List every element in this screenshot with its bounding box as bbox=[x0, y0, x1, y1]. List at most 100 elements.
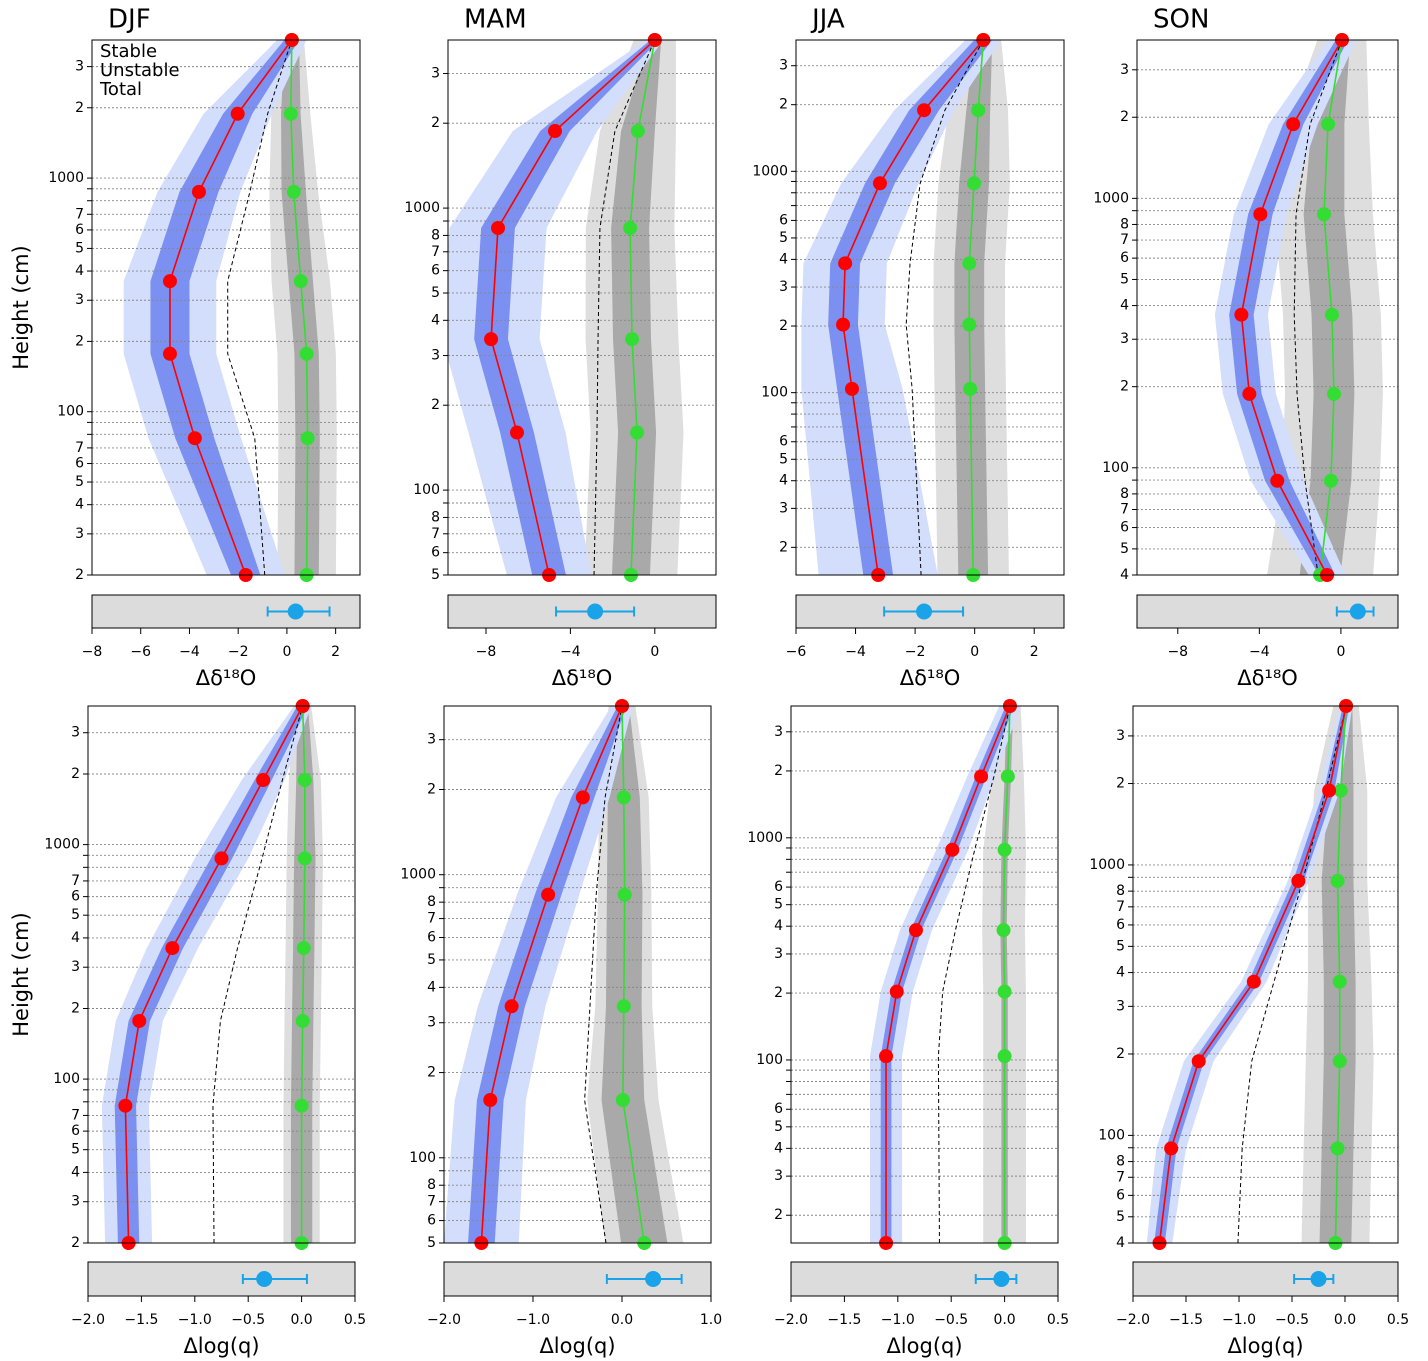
point bbox=[165, 941, 180, 956]
point bbox=[1291, 873, 1306, 888]
y-tick-label: 5 bbox=[431, 567, 440, 583]
outer-band bbox=[1214, 40, 1357, 575]
point bbox=[297, 851, 312, 866]
x-tick-label: 0 bbox=[970, 644, 979, 660]
x-tick-label: 0.0 bbox=[611, 1312, 633, 1328]
total-line bbox=[905, 40, 984, 575]
point bbox=[256, 773, 271, 788]
y-tick-label: 7 bbox=[1116, 899, 1125, 915]
y-tick-label: 6 bbox=[75, 456, 84, 472]
y-tick-label: 3 bbox=[774, 946, 783, 962]
y-tick-label: 5 bbox=[779, 451, 788, 467]
y-tick-label: 1000 bbox=[1093, 190, 1129, 206]
y-tick-label: 3 bbox=[774, 724, 783, 740]
point bbox=[191, 184, 206, 199]
x-tick-label: −0.5 bbox=[1275, 1312, 1309, 1328]
x-tick-label: 2 bbox=[1030, 644, 1039, 660]
y-tick-label: 2 bbox=[75, 567, 84, 583]
y-tick-label: 8 bbox=[431, 227, 440, 243]
total-line bbox=[937, 706, 1011, 1243]
point bbox=[162, 274, 177, 289]
y-tick-label: 5 bbox=[427, 952, 436, 968]
point bbox=[617, 887, 632, 902]
y-tick-label: 100 bbox=[761, 385, 788, 401]
point bbox=[296, 941, 311, 956]
y-tick-label: 2 bbox=[774, 1207, 783, 1223]
y-tick-label: 5 bbox=[75, 240, 84, 256]
y-tick-label: 5 bbox=[71, 1142, 80, 1158]
point bbox=[971, 103, 986, 118]
summary-point bbox=[1310, 1271, 1327, 1287]
y-axis-label: Height (cm) bbox=[9, 912, 33, 1036]
plot-frame bbox=[790, 705, 1059, 1244]
y-tick-label: 7 bbox=[431, 244, 440, 260]
inner-band bbox=[1229, 40, 1349, 575]
y-tick-label: 2 bbox=[779, 539, 788, 555]
x-axis-label: Δlog(q) bbox=[1227, 1334, 1303, 1358]
y-tick-label: 6 bbox=[431, 545, 440, 561]
x-tick-label: −2 bbox=[905, 644, 926, 660]
x-tick-label: 0.5 bbox=[1047, 1312, 1069, 1328]
legend-entry: Stable bbox=[100, 41, 157, 62]
plot-frame bbox=[91, 39, 361, 576]
point bbox=[844, 381, 859, 396]
point bbox=[230, 106, 245, 121]
point bbox=[838, 256, 853, 271]
y-tick-label: 3 bbox=[779, 279, 788, 295]
y-tick-label: 1000 bbox=[404, 200, 440, 216]
y-tick-label: 100 bbox=[756, 1052, 783, 1068]
inner-band bbox=[1299, 40, 1355, 575]
panel-title: JJA bbox=[810, 5, 845, 35]
point bbox=[187, 431, 202, 446]
y-tick-label: 8 bbox=[1116, 883, 1125, 899]
y-tick-label: 4 bbox=[1116, 965, 1125, 981]
y-tick-label: 6 bbox=[774, 1101, 783, 1117]
y-tick-label: 3 bbox=[75, 526, 84, 542]
inner-band bbox=[114, 706, 309, 1243]
point bbox=[1316, 207, 1331, 222]
point bbox=[1332, 1054, 1347, 1069]
x-tick-label: −4 bbox=[179, 644, 200, 660]
y-tick-label: 8 bbox=[1116, 1154, 1125, 1170]
summary-point bbox=[916, 603, 933, 620]
plot-frame bbox=[87, 705, 356, 1244]
point bbox=[293, 274, 308, 289]
y-tick-label: 3 bbox=[75, 292, 84, 308]
point bbox=[300, 431, 315, 446]
y-tick-label: 6 bbox=[427, 930, 436, 946]
point bbox=[299, 346, 314, 361]
y-tick-label: 5 bbox=[431, 285, 440, 301]
y-tick-label: 7 bbox=[75, 440, 84, 456]
y-tick-label: 5 bbox=[779, 230, 788, 246]
x-tick-label: −2 bbox=[228, 644, 249, 660]
y-tick-label: 5 bbox=[71, 907, 80, 923]
point bbox=[872, 176, 887, 191]
plot-frame bbox=[1136, 39, 1399, 576]
y-tick-label: 8 bbox=[427, 894, 436, 910]
point bbox=[1286, 117, 1301, 132]
inner-band bbox=[954, 40, 993, 575]
x-tick-label: −1.0 bbox=[1222, 1312, 1256, 1328]
total-line bbox=[212, 706, 304, 1243]
y-tick-label: 100 bbox=[57, 404, 84, 420]
y-tick-label: 7 bbox=[71, 1107, 80, 1123]
point bbox=[1242, 386, 1257, 401]
x-tick-label: 2 bbox=[331, 644, 340, 660]
x-tick-label: 0.5 bbox=[344, 1312, 366, 1328]
y-tick-label: 100 bbox=[413, 482, 440, 498]
y-tick-label: 5 bbox=[774, 1119, 783, 1135]
y-tick-label: 4 bbox=[75, 263, 84, 279]
y-tick-label: 3 bbox=[779, 500, 788, 516]
y-tick-label: 6 bbox=[427, 1213, 436, 1229]
summary-box bbox=[87, 1261, 356, 1297]
y-tick-label: 4 bbox=[75, 497, 84, 513]
panel bbox=[444, 706, 711, 1243]
x-tick-label: −2.0 bbox=[71, 1312, 105, 1328]
y-tick-label: 2 bbox=[1120, 109, 1129, 125]
y-tick-label: 6 bbox=[1116, 917, 1125, 933]
y-tick-label: 2 bbox=[779, 318, 788, 334]
y-tick-label: 1000 bbox=[48, 170, 84, 186]
point bbox=[997, 1049, 1012, 1064]
point bbox=[997, 842, 1012, 857]
point bbox=[1330, 1141, 1345, 1156]
